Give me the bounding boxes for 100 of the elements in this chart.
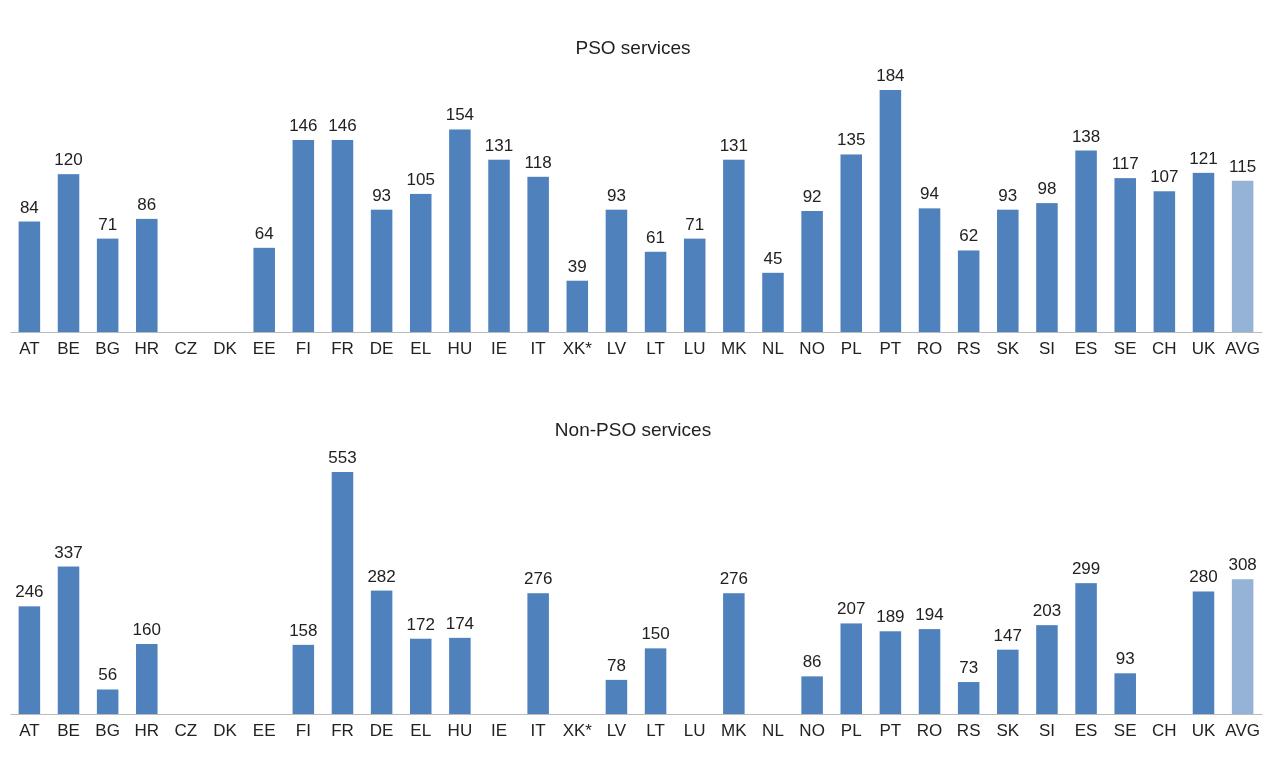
data-label: 276 [719,569,749,589]
bar [605,679,628,714]
data-label: 150 [641,624,670,644]
bar [1114,673,1136,714]
data-label: 308 [1228,555,1257,575]
data-label: 158 [289,620,318,640]
bar [136,218,158,332]
bar [1036,625,1058,714]
x-tick-label: CH [1152,339,1177,359]
x-tick-label: FR [331,721,354,741]
bar [801,676,823,714]
data-label: 84 [19,197,39,217]
data-label: 105 [406,169,435,189]
x-tick-label: NL [762,339,784,359]
chart-title: Non-PSO services [554,419,712,440]
x-tick-label: IE [490,339,508,359]
bar [527,176,549,332]
bar [449,129,471,332]
data-label: 282 [367,566,396,586]
x-tick-label: DK [213,339,238,359]
x-tick-label: SE [1113,339,1137,359]
data-label: 117 [1111,154,1139,174]
bar [57,174,80,332]
bar [1075,150,1097,332]
bar [331,139,354,332]
bar [879,90,902,332]
data-label: 131 [484,135,514,155]
bar [370,209,393,332]
bar [292,139,315,332]
bar [918,629,941,714]
x-tick-label: IT [530,339,546,359]
data-label: 71 [98,214,118,234]
bar [762,272,784,332]
bar [1075,583,1097,714]
x-tick-label: RS [956,721,981,741]
x-tick-label: UK [1191,721,1216,741]
x-tick-label: NL [762,721,784,741]
x-tick-label: SK [996,721,1020,741]
data-label: 71 [685,214,705,234]
x-tick-label: FR [331,339,354,359]
x-tick-label: BG [95,721,120,741]
x-tick-label: NO [799,721,825,741]
bar [136,643,158,714]
data-label: 93 [372,185,392,205]
x-tick-label: RS [956,339,981,359]
x-tick-label: UK [1191,339,1216,359]
x-tick-label: AT [19,339,40,359]
x-tick-label: NO [799,339,825,359]
bar [957,682,980,714]
x-tick-label: XK* [562,721,593,741]
chart-title: PSO services [575,37,691,58]
data-label: 86 [137,194,157,214]
data-label: 147 [993,625,1022,645]
data-label: 61 [646,227,666,247]
bar [566,280,589,332]
x-tick-label: HU [447,339,473,359]
bar [409,193,432,332]
data-label: 172 [406,614,435,634]
x-tick-label: SI [1038,339,1055,359]
data-label: 160 [132,619,161,639]
bar [488,159,510,332]
x-tick-label: CZ [174,721,198,741]
bar [1231,180,1254,332]
bar [449,637,471,714]
x-tick-label: LV [606,721,627,741]
x-tick-label: AVG [1225,339,1260,359]
x-tick-label: PL [840,721,862,741]
data-label: 93 [1115,649,1135,669]
data-label: 121 [1189,148,1218,168]
x-tick-label: PT [879,721,902,741]
x-tick-label: PL [840,339,862,359]
bar [840,154,863,332]
bar [879,631,902,714]
x-tick-label: MK [721,721,748,741]
x-tick-label: FI [295,339,311,359]
data-label: 107 [1150,167,1179,187]
data-label: 56 [98,665,118,685]
bar [1036,203,1058,332]
data-label: 246 [15,582,44,602]
x-tick-label: MK [721,339,748,359]
data-label: 131 [719,135,749,155]
x-tick-label: RO [916,721,943,741]
data-label: 184 [876,66,905,85]
data-label: 62 [959,226,979,246]
bar [644,251,667,332]
x-tick-label: IT [530,721,546,741]
x-tick-label: SE [1113,721,1137,741]
data-label: 154 [445,105,475,125]
data-label: 120 [54,150,83,170]
bar [1231,579,1254,714]
x-tick-label: CH [1152,721,1177,741]
bar [1114,178,1136,332]
bar [801,211,823,332]
data-label: 337 [54,542,83,562]
x-tick-label: EL [410,339,432,359]
bar [18,606,41,714]
x-tick-label: HR [134,339,160,359]
bar [723,159,745,332]
x-tick-label: CZ [174,339,198,359]
x-tick-label: EE [252,721,276,741]
